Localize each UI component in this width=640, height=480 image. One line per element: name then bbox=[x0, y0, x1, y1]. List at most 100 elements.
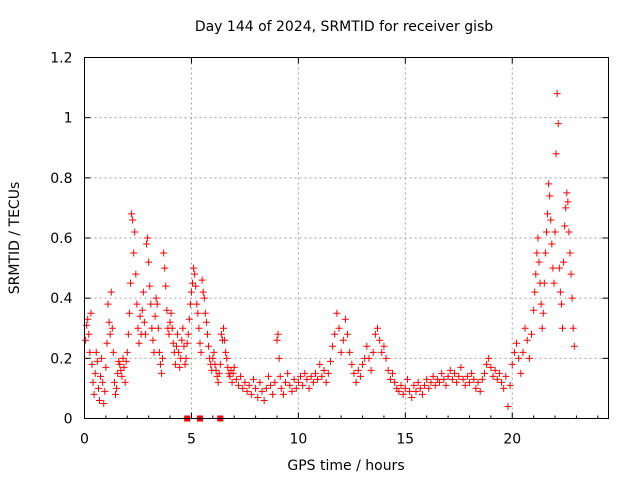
data-point bbox=[167, 309, 175, 317]
data-point bbox=[110, 378, 118, 386]
data-point bbox=[106, 330, 114, 338]
data-point bbox=[371, 330, 379, 338]
data-point bbox=[260, 396, 268, 404]
data-point bbox=[326, 357, 334, 365]
data-point bbox=[554, 120, 562, 128]
data-point bbox=[258, 387, 266, 395]
data-point bbox=[448, 375, 456, 383]
data-point bbox=[374, 324, 382, 332]
data-point bbox=[115, 357, 123, 365]
data-point bbox=[217, 330, 225, 338]
data-point bbox=[226, 372, 234, 380]
data-point bbox=[116, 360, 124, 368]
data-point bbox=[403, 375, 411, 383]
data-point bbox=[410, 381, 418, 389]
data-point bbox=[513, 339, 521, 347]
data-point bbox=[498, 378, 506, 386]
data-point bbox=[564, 198, 572, 206]
data-point bbox=[521, 324, 529, 332]
data-point bbox=[408, 393, 416, 401]
data-point bbox=[562, 204, 570, 212]
data-point bbox=[401, 384, 409, 392]
data-point bbox=[550, 279, 558, 287]
data-point bbox=[418, 390, 426, 398]
data-point bbox=[130, 249, 138, 257]
data-point bbox=[129, 216, 137, 224]
data-point bbox=[193, 300, 201, 308]
data-point bbox=[132, 270, 140, 278]
data-point bbox=[131, 228, 139, 236]
data-point bbox=[565, 228, 573, 236]
data-point bbox=[133, 300, 141, 308]
data-point bbox=[525, 354, 533, 362]
data-point bbox=[465, 378, 473, 386]
data-point bbox=[487, 363, 495, 371]
data-point bbox=[365, 354, 373, 362]
data-point bbox=[346, 348, 354, 356]
data-point bbox=[474, 378, 482, 386]
data-point bbox=[563, 189, 571, 197]
data-point bbox=[160, 249, 168, 257]
data-point bbox=[249, 375, 257, 383]
data-point bbox=[282, 378, 290, 386]
data-point bbox=[303, 375, 311, 383]
data-point bbox=[301, 369, 309, 377]
data-point bbox=[138, 306, 146, 314]
data-point bbox=[560, 258, 568, 266]
data-point bbox=[538, 324, 546, 332]
x-axis-label: GPS time / hours bbox=[287, 458, 404, 474]
data-point bbox=[163, 306, 171, 314]
data-point bbox=[126, 279, 134, 287]
data-point bbox=[139, 288, 147, 296]
data-point bbox=[152, 294, 160, 302]
data-point bbox=[363, 342, 371, 350]
data-point bbox=[359, 360, 367, 368]
data-point bbox=[120, 363, 128, 371]
data-point bbox=[168, 324, 176, 332]
data-point bbox=[354, 366, 362, 374]
data-point bbox=[500, 384, 508, 392]
data-point bbox=[176, 363, 184, 371]
data-point bbox=[172, 342, 180, 350]
data-point bbox=[197, 348, 205, 356]
data-point bbox=[182, 354, 190, 362]
data-point bbox=[506, 381, 514, 389]
data-point bbox=[262, 384, 270, 392]
data-point bbox=[113, 384, 121, 392]
axis-ticks: 0 0.2 0.4 0.6 0.8 1 1.2 0 5 10 15 20 bbox=[50, 51, 609, 448]
data-point bbox=[99, 378, 107, 386]
data-point bbox=[470, 375, 478, 383]
data-point bbox=[198, 276, 206, 284]
data-point bbox=[463, 372, 471, 380]
data-point bbox=[88, 360, 96, 368]
data-point bbox=[380, 342, 388, 350]
data-point bbox=[148, 324, 156, 332]
data-point bbox=[541, 249, 549, 257]
data-point bbox=[91, 369, 99, 377]
data-point bbox=[333, 309, 341, 317]
data-point bbox=[98, 354, 106, 362]
data-point bbox=[84, 315, 92, 323]
data-point bbox=[114, 369, 122, 377]
data-point bbox=[169, 339, 177, 347]
y-tick-label: 0.2 bbox=[50, 351, 72, 367]
data-point bbox=[453, 378, 461, 386]
data-point bbox=[184, 330, 192, 338]
data-point bbox=[166, 318, 174, 326]
data-point bbox=[215, 369, 223, 377]
data-point bbox=[459, 375, 467, 383]
data-point bbox=[491, 366, 499, 374]
data-point bbox=[307, 372, 315, 380]
data-point bbox=[146, 282, 154, 290]
data-point bbox=[388, 369, 396, 377]
data-point bbox=[109, 348, 117, 356]
data-point bbox=[141, 330, 149, 338]
data-point bbox=[82, 336, 90, 344]
data-point bbox=[230, 363, 238, 371]
data-point bbox=[212, 366, 220, 374]
data-point bbox=[118, 372, 126, 380]
data-point bbox=[221, 336, 229, 344]
data-point bbox=[228, 378, 236, 386]
data-point bbox=[201, 309, 209, 317]
x-tick-label: 15 bbox=[396, 432, 414, 448]
